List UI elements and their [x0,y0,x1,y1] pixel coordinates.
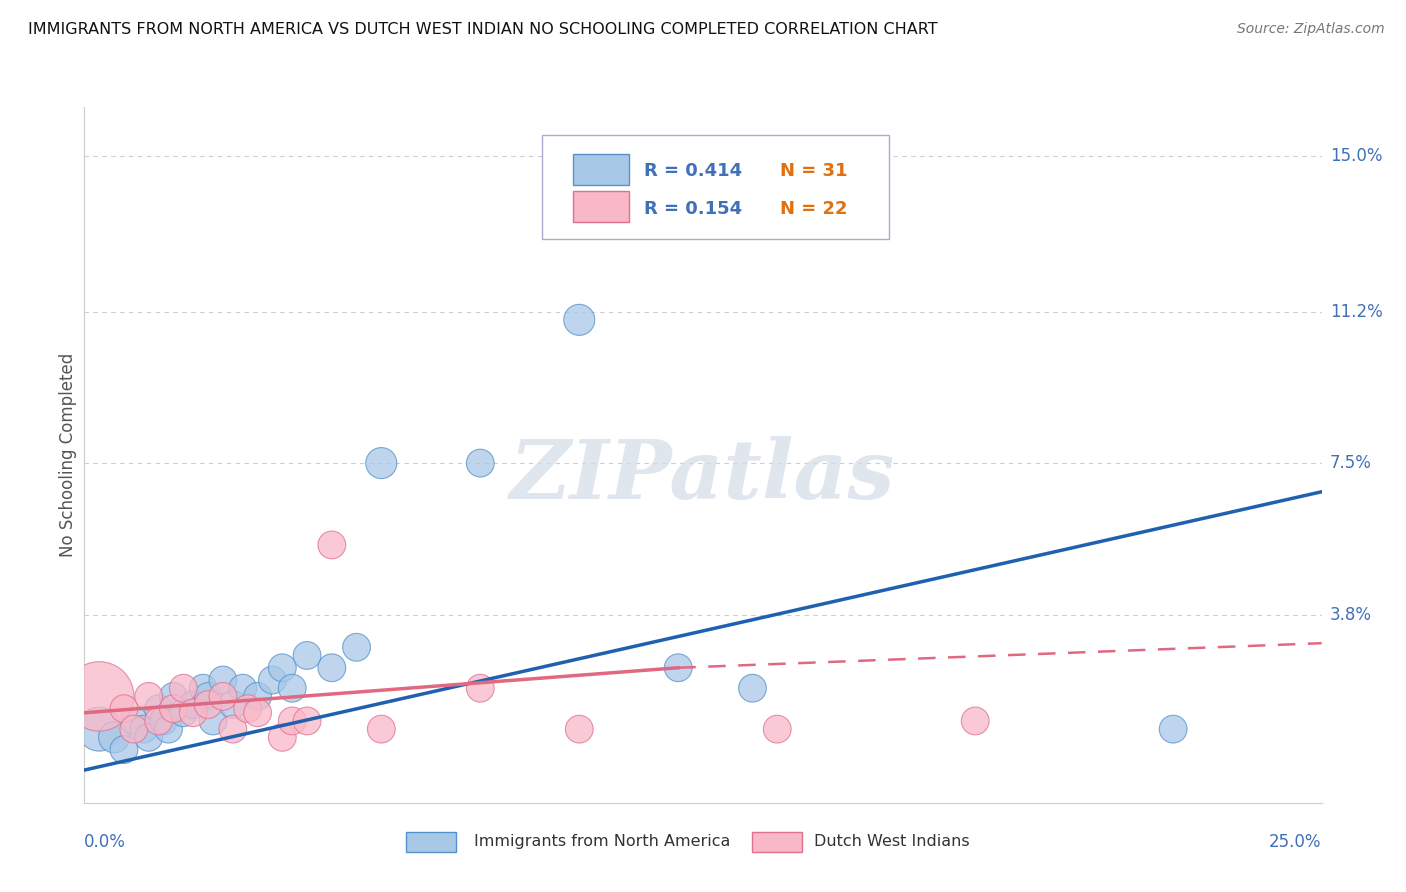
Text: 15.0%: 15.0% [1330,147,1382,165]
Point [181,698,204,712]
Point [370,722,392,736]
Text: 25.0%: 25.0% [1270,833,1322,851]
Point [172,681,194,696]
Point [568,722,591,736]
Point [281,714,304,728]
Point [470,681,492,696]
Text: 3.8%: 3.8% [1330,606,1372,624]
Point [132,722,155,736]
Point [246,690,269,704]
Text: Dutch West Indians: Dutch West Indians [814,833,970,848]
Text: R = 0.154: R = 0.154 [644,201,742,219]
Point [89,722,111,736]
Text: Source: ZipAtlas.com: Source: ZipAtlas.com [1237,22,1385,37]
Text: ZIPatlas: ZIPatlas [510,436,896,516]
Y-axis label: No Schooling Completed: No Schooling Completed [59,353,77,557]
Point [148,701,170,715]
Point [271,661,294,675]
Point [157,722,180,736]
Point [295,648,318,663]
Point [138,690,160,704]
Point [262,673,284,687]
Point [148,714,170,728]
Point [202,714,225,728]
Text: 7.5%: 7.5% [1330,454,1372,472]
Point [162,690,184,704]
Point [122,714,145,728]
Point [470,456,492,470]
Text: Immigrants from North America: Immigrants from North America [474,833,731,848]
Point [122,722,145,736]
Point [112,701,135,715]
Point [138,731,160,745]
Point [222,698,245,712]
Point [162,701,184,715]
FancyBboxPatch shape [406,832,456,852]
Point [152,714,174,728]
FancyBboxPatch shape [574,191,628,222]
FancyBboxPatch shape [574,153,628,185]
Point [232,681,254,696]
Point [965,714,987,728]
Point [295,714,318,728]
Point [112,742,135,756]
Point [281,681,304,696]
Point [172,706,194,720]
Point [191,681,214,696]
Text: IMMIGRANTS FROM NORTH AMERICA VS DUTCH WEST INDIAN NO SCHOOLING COMPLETED CORREL: IMMIGRANTS FROM NORTH AMERICA VS DUTCH W… [28,22,938,37]
Text: R = 0.414: R = 0.414 [644,162,742,180]
Point [321,661,343,675]
Text: N = 31: N = 31 [780,162,848,180]
Text: N = 22: N = 22 [780,201,848,219]
Point [568,313,591,327]
Point [212,690,235,704]
Point [741,681,763,696]
FancyBboxPatch shape [543,135,889,239]
Point [666,661,689,675]
Point [222,722,245,736]
Text: 11.2%: 11.2% [1330,302,1382,321]
Point [103,731,125,745]
Point [212,673,235,687]
Point [236,701,259,715]
Point [346,640,368,655]
Point [246,706,269,720]
Text: 0.0%: 0.0% [84,833,127,851]
Point [89,690,111,704]
Point [197,698,219,712]
Point [321,538,343,552]
FancyBboxPatch shape [752,832,801,852]
Point [370,456,392,470]
Point [1161,722,1184,736]
Point [766,722,789,736]
Point [197,690,219,704]
Point [271,731,294,745]
Point [181,706,204,720]
